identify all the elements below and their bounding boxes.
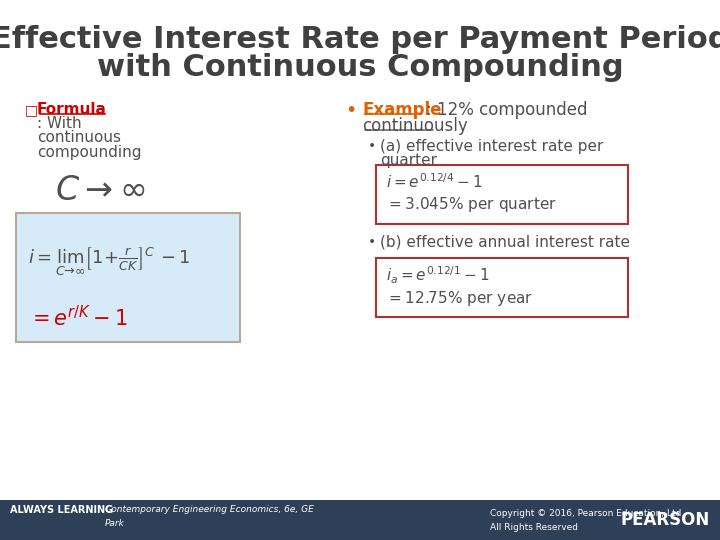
Text: Effective Interest Rate per Payment Period: Effective Interest Rate per Payment Peri… (0, 25, 720, 55)
Text: with Continuous Compounding: with Continuous Compounding (96, 53, 624, 83)
Text: Example: Example (362, 101, 441, 119)
Text: Formula: Formula (37, 103, 107, 118)
FancyBboxPatch shape (16, 213, 240, 342)
Text: continuously: continuously (362, 117, 468, 135)
Text: $= e^{r/K} - 1$: $= e^{r/K} - 1$ (28, 306, 127, 330)
Text: $= 3.045\%\ \mathrm{per\ quarter}$: $= 3.045\%\ \mathrm{per\ quarter}$ (386, 195, 557, 214)
Text: ALWAYS LEARNING: ALWAYS LEARNING (10, 505, 113, 515)
Text: $i = e^{0.12/4} - 1$: $i = e^{0.12/4} - 1$ (386, 173, 482, 191)
Text: quarter: quarter (380, 152, 437, 167)
Text: Contemporary Engineering Economics, 6e, GE: Contemporary Engineering Economics, 6e, … (105, 505, 314, 515)
Text: (b) effective annual interest rate: (b) effective annual interest rate (380, 234, 630, 249)
Text: $= 12.75\%\ \mathrm{per\ year}$: $= 12.75\%\ \mathrm{per\ year}$ (386, 288, 533, 307)
Text: •: • (368, 235, 377, 249)
Text: •: • (345, 100, 356, 119)
Text: All Rights Reserved: All Rights Reserved (490, 523, 578, 531)
Text: PEARSON: PEARSON (621, 511, 710, 529)
Text: : 12% compounded: : 12% compounded (426, 101, 588, 119)
Text: compounding: compounding (37, 145, 142, 159)
Text: continuous: continuous (37, 131, 121, 145)
Text: (a) effective interest rate per: (a) effective interest rate per (380, 138, 603, 153)
Text: Park: Park (105, 519, 125, 529)
Text: : With: : With (37, 117, 81, 132)
Text: $C \rightarrow \infty$: $C \rightarrow \infty$ (55, 173, 145, 206)
Text: $i_a = e^{0.12/1} - 1$: $i_a = e^{0.12/1} - 1$ (386, 264, 490, 286)
Text: •: • (368, 139, 377, 153)
FancyBboxPatch shape (376, 165, 628, 224)
Bar (0, 500, 720, 540)
Text: Copyright © 2016, Pearson Education, Ltd.: Copyright © 2016, Pearson Education, Ltd… (490, 510, 684, 518)
FancyBboxPatch shape (376, 258, 628, 317)
Text: $i = \lim_{C \to \infty} \left[1 + \frac{r}{CK}\right]^{C} - 1$: $i = \lim_{C \to \infty} \left[1 + \frac… (28, 246, 191, 278)
Text: □: □ (25, 103, 38, 117)
